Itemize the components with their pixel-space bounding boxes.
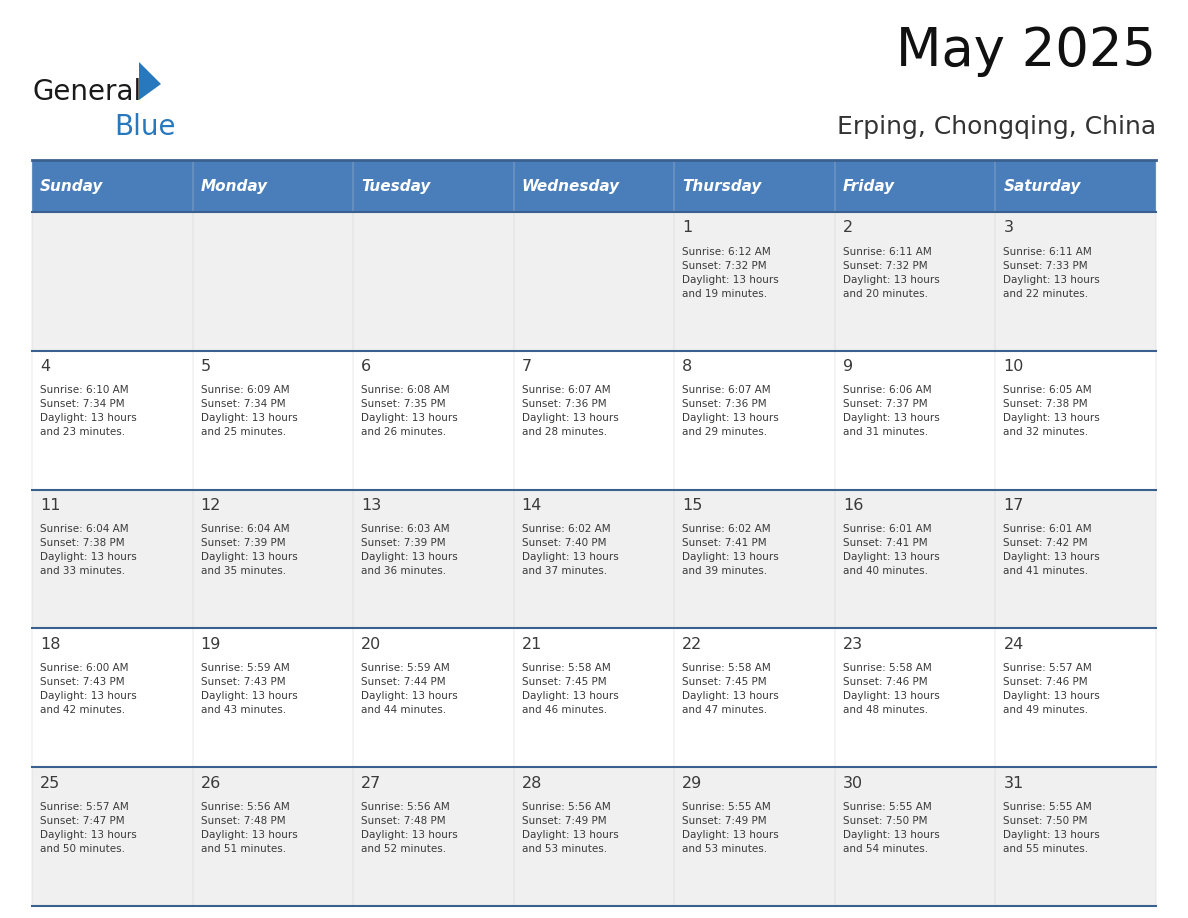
Text: 5: 5 [201, 359, 210, 375]
Text: 13: 13 [361, 498, 381, 513]
Text: 12: 12 [201, 498, 221, 513]
Text: 7: 7 [522, 359, 532, 375]
Text: Sunrise: 5:57 AM
Sunset: 7:46 PM
Daylight: 13 hours
and 49 minutes.: Sunrise: 5:57 AM Sunset: 7:46 PM Dayligh… [1004, 663, 1100, 715]
Text: Sunrise: 6:10 AM
Sunset: 7:34 PM
Daylight: 13 hours
and 23 minutes.: Sunrise: 6:10 AM Sunset: 7:34 PM Dayligh… [40, 386, 137, 438]
Text: Sunrise: 6:07 AM
Sunset: 7:36 PM
Daylight: 13 hours
and 28 minutes.: Sunrise: 6:07 AM Sunset: 7:36 PM Dayligh… [522, 386, 619, 438]
Text: Erping, Chongqing, China: Erping, Chongqing, China [836, 115, 1156, 139]
Text: 27: 27 [361, 776, 381, 790]
Text: Sunrise: 6:02 AM
Sunset: 7:40 PM
Daylight: 13 hours
and 37 minutes.: Sunrise: 6:02 AM Sunset: 7:40 PM Dayligh… [522, 524, 619, 577]
Text: 26: 26 [201, 776, 221, 790]
Bar [32, 351, 1156, 489]
Text: Sunrise: 5:56 AM
Sunset: 7:48 PM
Daylight: 13 hours
and 51 minutes.: Sunrise: 5:56 AM Sunset: 7:48 PM Dayligh… [201, 802, 297, 854]
Bar [32, 212, 1156, 351]
Text: 8: 8 [682, 359, 693, 375]
Text: 25: 25 [40, 776, 61, 790]
Polygon shape [139, 62, 162, 100]
Text: Sunrise: 6:07 AM
Sunset: 7:36 PM
Daylight: 13 hours
and 29 minutes.: Sunrise: 6:07 AM Sunset: 7:36 PM Dayligh… [682, 386, 779, 438]
Text: Wednesday: Wednesday [522, 178, 620, 194]
Bar [32, 489, 1156, 629]
Text: Sunrise: 5:59 AM
Sunset: 7:43 PM
Daylight: 13 hours
and 43 minutes.: Sunrise: 5:59 AM Sunset: 7:43 PM Dayligh… [201, 663, 297, 715]
Bar [32, 767, 1156, 906]
Text: 2: 2 [842, 220, 853, 235]
Text: Sunrise: 6:11 AM
Sunset: 7:32 PM
Daylight: 13 hours
and 20 minutes.: Sunrise: 6:11 AM Sunset: 7:32 PM Dayligh… [842, 247, 940, 298]
Bar [32, 160, 1156, 212]
Text: Blue: Blue [114, 113, 176, 141]
Text: 29: 29 [682, 776, 702, 790]
Text: Sunrise: 5:57 AM
Sunset: 7:47 PM
Daylight: 13 hours
and 50 minutes.: Sunrise: 5:57 AM Sunset: 7:47 PM Dayligh… [40, 802, 137, 854]
Text: General: General [32, 78, 141, 106]
Text: Sunrise: 6:01 AM
Sunset: 7:41 PM
Daylight: 13 hours
and 40 minutes.: Sunrise: 6:01 AM Sunset: 7:41 PM Dayligh… [842, 524, 940, 577]
Text: Sunday: Sunday [40, 178, 103, 194]
Text: Friday: Friday [842, 178, 895, 194]
Text: 18: 18 [40, 637, 61, 652]
Text: Sunrise: 6:06 AM
Sunset: 7:37 PM
Daylight: 13 hours
and 31 minutes.: Sunrise: 6:06 AM Sunset: 7:37 PM Dayligh… [842, 386, 940, 438]
Text: 9: 9 [842, 359, 853, 375]
Text: Thursday: Thursday [682, 178, 762, 194]
Text: 10: 10 [1004, 359, 1024, 375]
Text: Sunrise: 5:56 AM
Sunset: 7:48 PM
Daylight: 13 hours
and 52 minutes.: Sunrise: 5:56 AM Sunset: 7:48 PM Dayligh… [361, 802, 457, 854]
Text: 28: 28 [522, 776, 542, 790]
Text: Sunrise: 5:59 AM
Sunset: 7:44 PM
Daylight: 13 hours
and 44 minutes.: Sunrise: 5:59 AM Sunset: 7:44 PM Dayligh… [361, 663, 457, 715]
Text: 23: 23 [842, 637, 862, 652]
Text: Saturday: Saturday [1004, 178, 1081, 194]
Text: 1: 1 [682, 220, 693, 235]
Text: Sunrise: 6:11 AM
Sunset: 7:33 PM
Daylight: 13 hours
and 22 minutes.: Sunrise: 6:11 AM Sunset: 7:33 PM Dayligh… [1004, 247, 1100, 298]
Text: Sunrise: 5:58 AM
Sunset: 7:46 PM
Daylight: 13 hours
and 48 minutes.: Sunrise: 5:58 AM Sunset: 7:46 PM Dayligh… [842, 663, 940, 715]
Text: Sunrise: 6:02 AM
Sunset: 7:41 PM
Daylight: 13 hours
and 39 minutes.: Sunrise: 6:02 AM Sunset: 7:41 PM Dayligh… [682, 524, 779, 577]
Text: 24: 24 [1004, 637, 1024, 652]
Text: Sunrise: 6:04 AM
Sunset: 7:39 PM
Daylight: 13 hours
and 35 minutes.: Sunrise: 6:04 AM Sunset: 7:39 PM Dayligh… [201, 524, 297, 577]
Text: Monday: Monday [201, 178, 267, 194]
Text: Sunrise: 6:00 AM
Sunset: 7:43 PM
Daylight: 13 hours
and 42 minutes.: Sunrise: 6:00 AM Sunset: 7:43 PM Dayligh… [40, 663, 137, 715]
Text: 6: 6 [361, 359, 372, 375]
Text: Sunrise: 5:55 AM
Sunset: 7:49 PM
Daylight: 13 hours
and 53 minutes.: Sunrise: 5:55 AM Sunset: 7:49 PM Dayligh… [682, 802, 779, 854]
Text: 14: 14 [522, 498, 542, 513]
Text: Sunrise: 6:05 AM
Sunset: 7:38 PM
Daylight: 13 hours
and 32 minutes.: Sunrise: 6:05 AM Sunset: 7:38 PM Dayligh… [1004, 386, 1100, 438]
Text: 4: 4 [40, 359, 50, 375]
Text: 20: 20 [361, 637, 381, 652]
Text: 3: 3 [1004, 220, 1013, 235]
Text: 17: 17 [1004, 498, 1024, 513]
Text: 22: 22 [682, 637, 702, 652]
Text: Sunrise: 5:55 AM
Sunset: 7:50 PM
Daylight: 13 hours
and 55 minutes.: Sunrise: 5:55 AM Sunset: 7:50 PM Dayligh… [1004, 802, 1100, 854]
Text: Tuesday: Tuesday [361, 178, 430, 194]
Text: Sunrise: 6:01 AM
Sunset: 7:42 PM
Daylight: 13 hours
and 41 minutes.: Sunrise: 6:01 AM Sunset: 7:42 PM Dayligh… [1004, 524, 1100, 577]
Text: 31: 31 [1004, 776, 1024, 790]
Text: 16: 16 [842, 498, 864, 513]
Text: 30: 30 [842, 776, 862, 790]
Text: Sunrise: 5:56 AM
Sunset: 7:49 PM
Daylight: 13 hours
and 53 minutes.: Sunrise: 5:56 AM Sunset: 7:49 PM Dayligh… [522, 802, 619, 854]
Text: Sunrise: 6:12 AM
Sunset: 7:32 PM
Daylight: 13 hours
and 19 minutes.: Sunrise: 6:12 AM Sunset: 7:32 PM Dayligh… [682, 247, 779, 298]
Text: Sunrise: 6:04 AM
Sunset: 7:38 PM
Daylight: 13 hours
and 33 minutes.: Sunrise: 6:04 AM Sunset: 7:38 PM Dayligh… [40, 524, 137, 577]
Text: Sunrise: 6:08 AM
Sunset: 7:35 PM
Daylight: 13 hours
and 26 minutes.: Sunrise: 6:08 AM Sunset: 7:35 PM Dayligh… [361, 386, 457, 438]
Text: May 2025: May 2025 [896, 25, 1156, 77]
Text: Sunrise: 6:09 AM
Sunset: 7:34 PM
Daylight: 13 hours
and 25 minutes.: Sunrise: 6:09 AM Sunset: 7:34 PM Dayligh… [201, 386, 297, 438]
Text: Sunrise: 6:03 AM
Sunset: 7:39 PM
Daylight: 13 hours
and 36 minutes.: Sunrise: 6:03 AM Sunset: 7:39 PM Dayligh… [361, 524, 457, 577]
Text: Sunrise: 5:58 AM
Sunset: 7:45 PM
Daylight: 13 hours
and 46 minutes.: Sunrise: 5:58 AM Sunset: 7:45 PM Dayligh… [522, 663, 619, 715]
Text: Sunrise: 5:58 AM
Sunset: 7:45 PM
Daylight: 13 hours
and 47 minutes.: Sunrise: 5:58 AM Sunset: 7:45 PM Dayligh… [682, 663, 779, 715]
Text: 15: 15 [682, 498, 702, 513]
Text: Sunrise: 5:55 AM
Sunset: 7:50 PM
Daylight: 13 hours
and 54 minutes.: Sunrise: 5:55 AM Sunset: 7:50 PM Dayligh… [842, 802, 940, 854]
Bar [32, 629, 1156, 767]
Text: 21: 21 [522, 637, 542, 652]
Text: 19: 19 [201, 637, 221, 652]
Text: 11: 11 [40, 498, 61, 513]
